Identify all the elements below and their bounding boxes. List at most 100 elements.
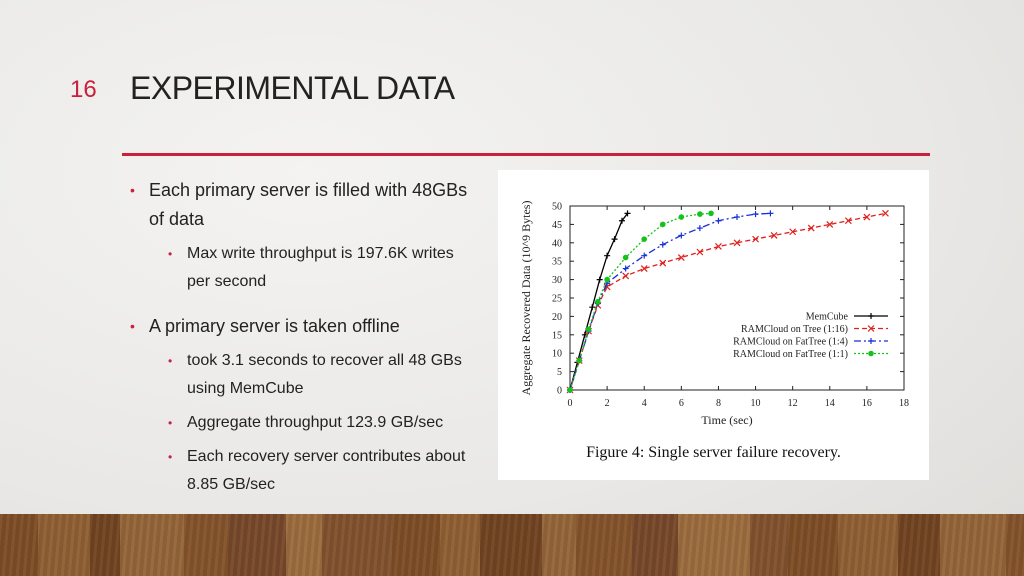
data-point bbox=[767, 210, 774, 217]
legend-marker bbox=[868, 338, 874, 344]
data-point bbox=[752, 235, 759, 243]
bullet-item: • A primary server is taken offline bbox=[130, 312, 480, 341]
floor-plank bbox=[322, 514, 393, 576]
bullet-dot-icon: • bbox=[130, 182, 135, 198]
data-point bbox=[863, 213, 871, 221]
x-tick-label: 0 bbox=[568, 398, 573, 409]
x-tick-label: 4 bbox=[642, 398, 647, 409]
title-divider bbox=[122, 153, 930, 156]
data-point bbox=[659, 241, 666, 248]
series-line bbox=[569, 212, 712, 391]
legend-marker bbox=[868, 350, 874, 357]
y-tick-label: 50 bbox=[552, 202, 562, 213]
data-point bbox=[677, 254, 685, 261]
floor-plank bbox=[228, 514, 287, 576]
sub-bullet-text: took 3.1 seconds to recover all 48 GBs u… bbox=[187, 352, 462, 397]
floor-plank bbox=[788, 514, 839, 576]
sub-bullet-item: • took 3.1 seconds to recover all 48 GBs… bbox=[168, 347, 480, 403]
floor-plank bbox=[480, 514, 543, 576]
data-point bbox=[604, 276, 610, 283]
bullet-dot-icon: • bbox=[168, 247, 173, 261]
bullet-text: Each primary server is filled with 48GBs… bbox=[149, 180, 468, 229]
data-point bbox=[624, 210, 631, 217]
data-point bbox=[589, 304, 596, 311]
data-point bbox=[641, 236, 648, 242]
y-axis-label: Aggregate Recovered Data (10^9 Bytes) bbox=[519, 201, 533, 396]
floor-plank bbox=[940, 514, 1007, 576]
y-tick-label: 45 bbox=[552, 220, 562, 231]
data-point bbox=[696, 225, 703, 232]
y-tick-label: 30 bbox=[552, 275, 562, 286]
floor-plank bbox=[38, 514, 91, 576]
plot-frame bbox=[569, 205, 905, 391]
x-tick-label: 10 bbox=[751, 398, 761, 409]
legend-label: MemCube bbox=[806, 312, 849, 323]
data-point bbox=[659, 259, 667, 267]
legend-label: RAMCloud on FatTree (1:1) bbox=[733, 349, 848, 360]
data-point bbox=[734, 214, 740, 221]
x-tick-label: 18 bbox=[899, 398, 909, 409]
data-point bbox=[708, 210, 714, 217]
floor-plank bbox=[576, 514, 633, 576]
sub-bullet-text: Each recovery server contributes about 8… bbox=[187, 448, 466, 493]
legend-label: RAMCloud on Tree (1:16) bbox=[741, 324, 848, 335]
legend-marker bbox=[868, 313, 874, 319]
data-point bbox=[622, 254, 629, 261]
data-point bbox=[678, 232, 685, 239]
floor-plank bbox=[440, 514, 481, 576]
data-point bbox=[678, 214, 685, 220]
data-point bbox=[622, 272, 630, 280]
data-point bbox=[844, 217, 852, 225]
data-point bbox=[585, 326, 592, 333]
y-tick-label: 40 bbox=[552, 238, 562, 249]
data-point bbox=[715, 217, 722, 224]
y-tick-label: 15 bbox=[552, 330, 562, 341]
floor-plank bbox=[1006, 514, 1024, 576]
floor-plank bbox=[632, 514, 679, 576]
bullet-item: • Each primary server is filled with 48G… bbox=[130, 176, 480, 234]
floor-plank bbox=[750, 514, 789, 576]
data-point bbox=[733, 239, 741, 247]
data-point bbox=[618, 217, 625, 224]
x-tick-label: 8 bbox=[716, 398, 721, 409]
figure-panel: 0 2 4 6 8 10 12 14 16 18 0 5 10 15 20 25 30 35 40 45 50 Time … bbox=[498, 170, 929, 480]
y-tick-label: 0 bbox=[557, 386, 562, 397]
data-point bbox=[807, 224, 815, 232]
data-point bbox=[826, 220, 834, 228]
bullet-text: A primary server is taken offline bbox=[149, 316, 400, 336]
slide-number: 16 bbox=[70, 76, 97, 103]
bullet-dot-icon: • bbox=[168, 450, 173, 464]
data-point bbox=[882, 209, 889, 217]
data-point bbox=[567, 387, 573, 393]
legend-marker bbox=[867, 325, 875, 332]
bullet-dot-icon: • bbox=[168, 354, 173, 368]
y-tick-label: 25 bbox=[552, 294, 562, 305]
wood-floor-decoration bbox=[0, 514, 1024, 576]
data-point bbox=[640, 265, 648, 272]
legend-label: RAMCloud on FatTree (1:4) bbox=[733, 337, 848, 348]
floor-plank bbox=[898, 514, 941, 576]
x-tick-label: 12 bbox=[788, 398, 798, 409]
figure-caption: Figure 4: Single server failure recovery… bbox=[586, 444, 841, 461]
recovery-line-chart: 0 2 4 6 8 10 12 14 16 18 0 5 10 15 20 25 30 35 40 45 50 Time … bbox=[519, 201, 909, 427]
floor-plank bbox=[90, 514, 121, 576]
sub-bullet-item: • Aggregate throughput 123.9 GB/sec bbox=[168, 409, 480, 437]
data-point bbox=[622, 265, 629, 272]
y-tick-label: 20 bbox=[552, 312, 562, 323]
x-axis-label: Time (sec) bbox=[701, 413, 752, 427]
sub-bullet-item: • Max write throughput is 197.6K writes … bbox=[168, 240, 480, 296]
y-tick-label: 35 bbox=[552, 257, 562, 268]
slide-title: EXPERIMENTAL DATA bbox=[130, 70, 455, 106]
floor-plank bbox=[120, 514, 185, 576]
floor-plank bbox=[184, 514, 229, 576]
data-point bbox=[604, 252, 611, 259]
data-point bbox=[595, 298, 601, 305]
data-point bbox=[641, 252, 648, 259]
data-point bbox=[697, 211, 703, 217]
data-point bbox=[770, 232, 778, 239]
floor-plank bbox=[286, 514, 323, 576]
floor-plank bbox=[0, 514, 39, 576]
floor-plank bbox=[542, 514, 577, 576]
floor-plank bbox=[678, 514, 751, 576]
y-tick-label: 10 bbox=[552, 349, 562, 360]
